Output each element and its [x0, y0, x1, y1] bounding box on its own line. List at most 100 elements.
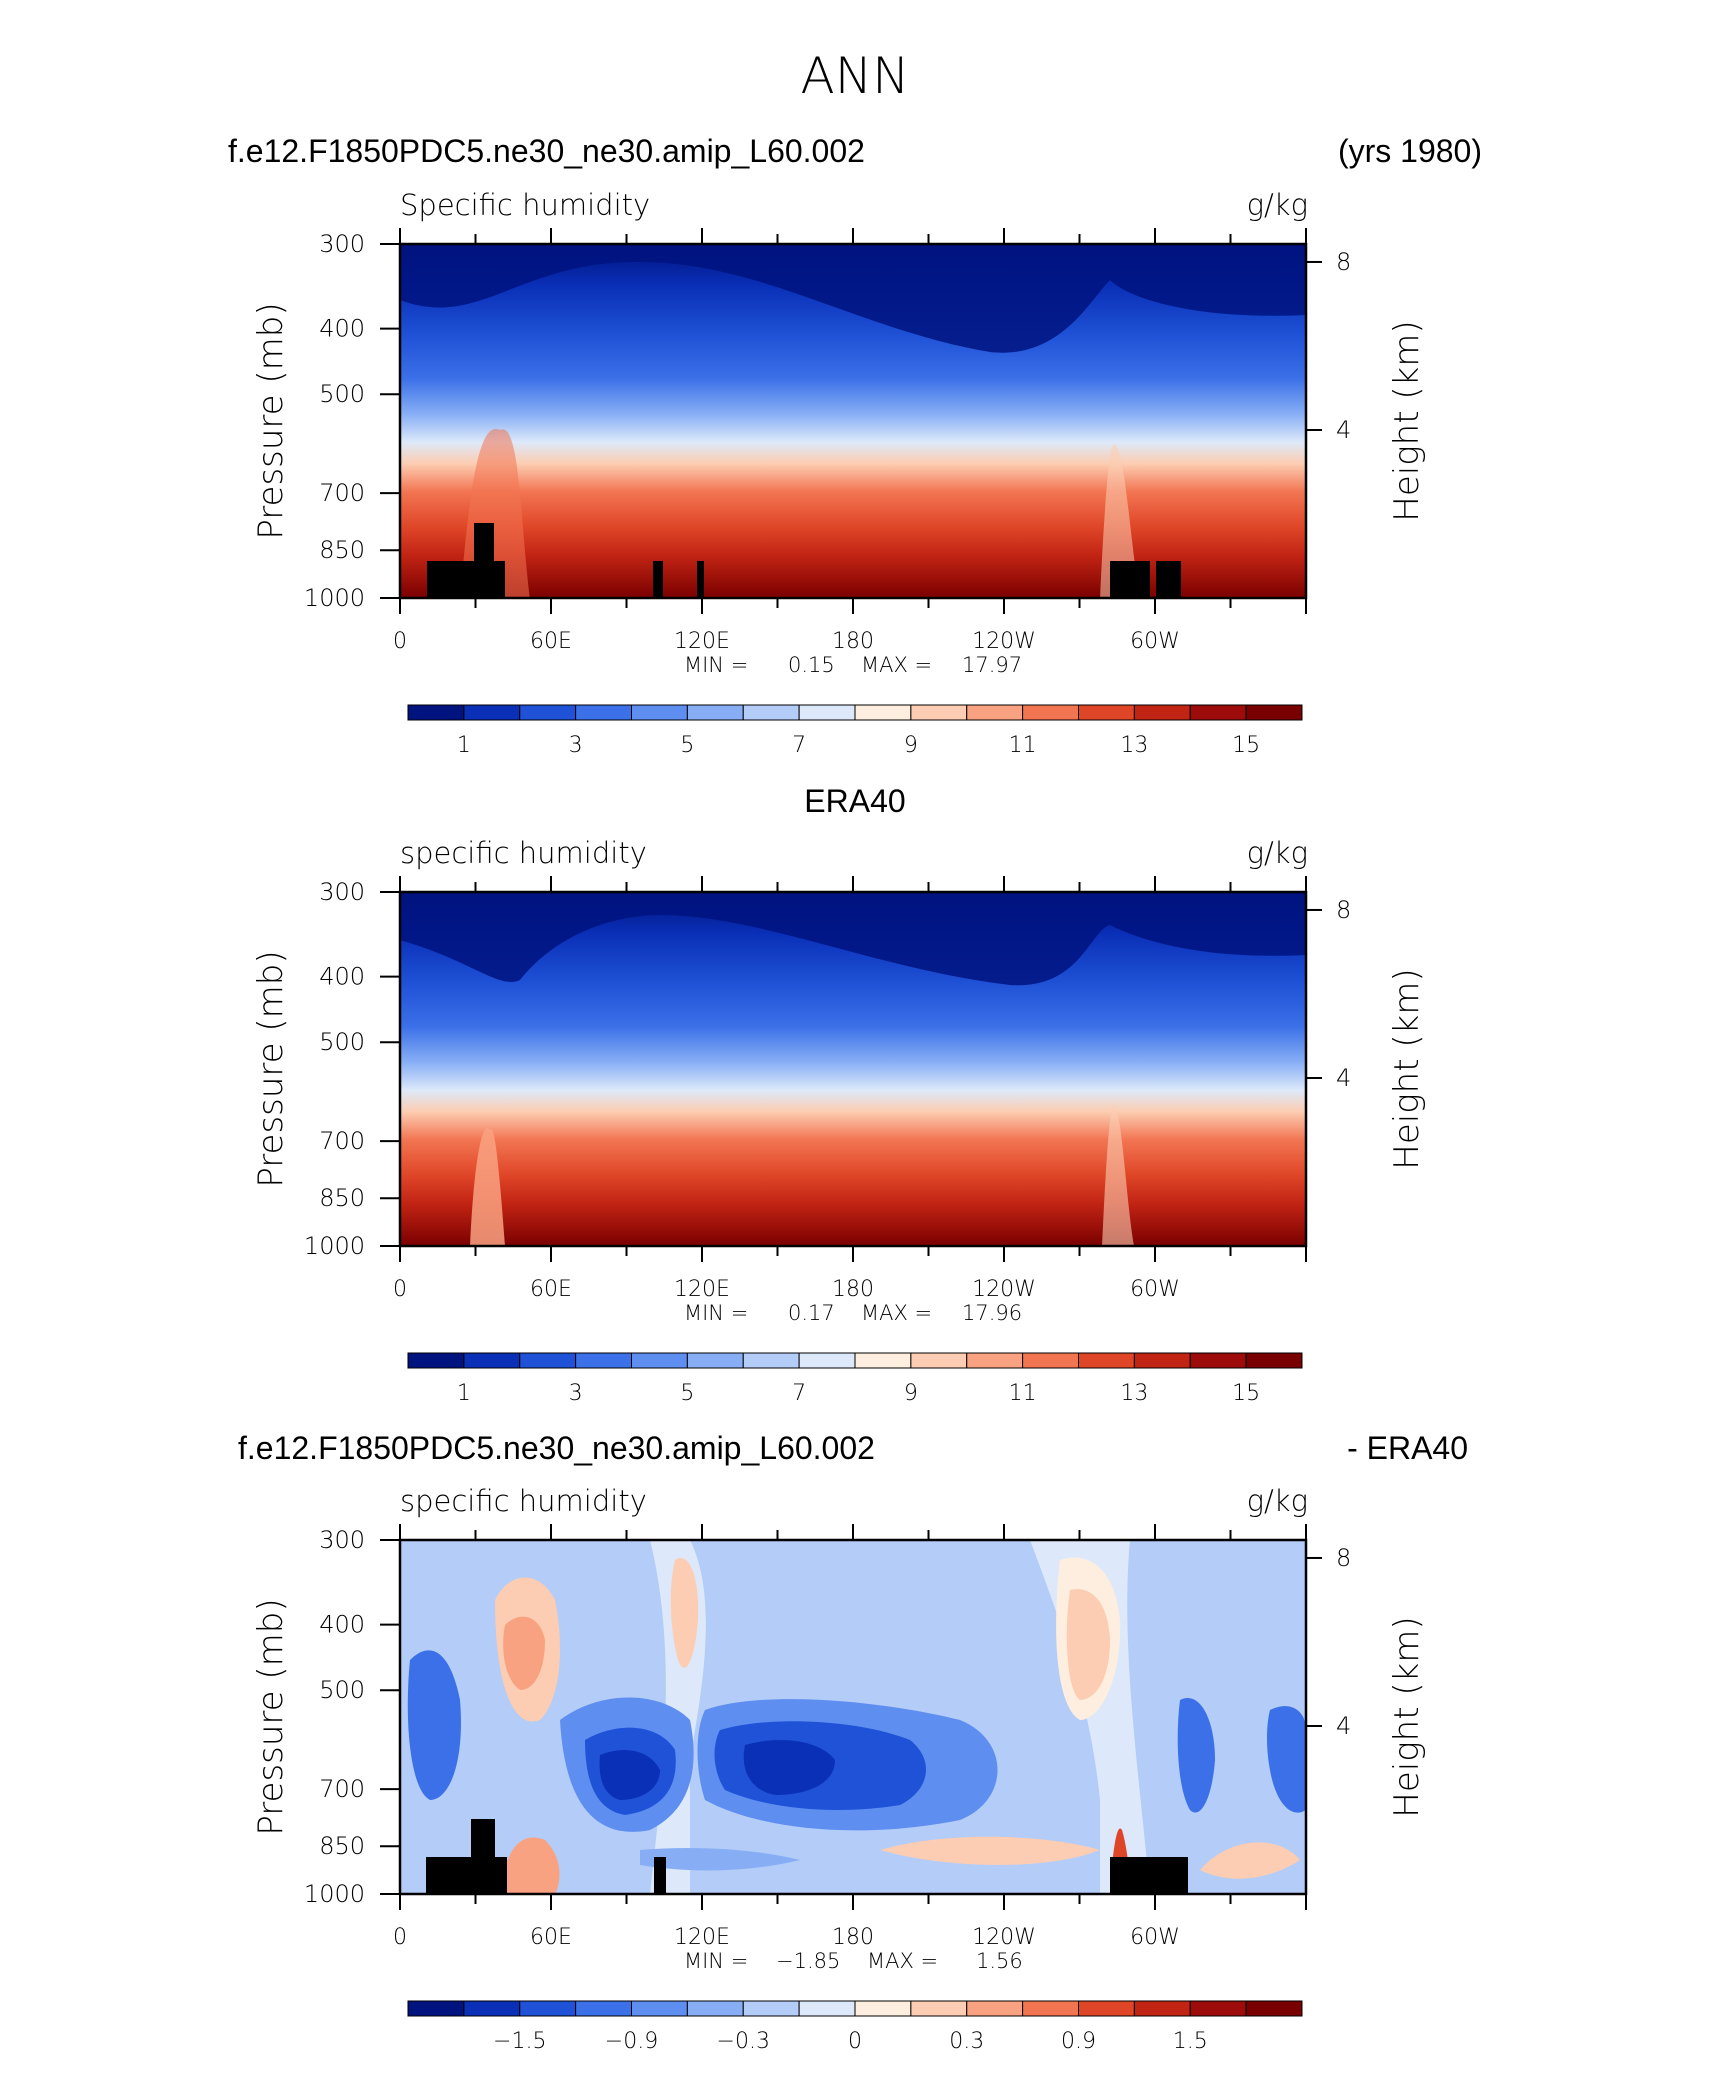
- panel-obs-colorbar-box: [463, 1352, 521, 1369]
- panel-obs-xtick-label: 60E: [530, 1277, 572, 1302]
- panel-model-colorbar-box: [798, 704, 856, 721]
- panel-model-xtick-label: 180: [832, 629, 874, 654]
- panel-diff-ytick-label: 300: [319, 1526, 365, 1554]
- panel-model-ytick-label: 400: [319, 315, 365, 343]
- panel-diff-min-label: MIN =: [684, 1949, 748, 1973]
- panel-model-ytick-right-label: 8: [1336, 248, 1351, 276]
- panel-diff-ytick-label: 400: [319, 1611, 365, 1639]
- panel-obs-colorbar-label: 7: [792, 1381, 806, 1406]
- panel-obs-colorbar-box: [1078, 1352, 1135, 1369]
- panel-model-dry-region: [400, 244, 1306, 353]
- panel-obs-colorbar-label: 5: [680, 1381, 694, 1406]
- panel-obs-xtick-label: 120W: [972, 1277, 1036, 1302]
- panel-model-colorbar: 1 3 5 7 9 11 13 15: [407, 704, 1303, 758]
- panel-obs-colorbar-label: 9: [904, 1381, 918, 1406]
- panel-diff-pos-2: [670, 1558, 699, 1668]
- panel-diff-colorbar-label: 0.3: [949, 2029, 984, 2054]
- panel-model-xtick-label: 120W: [972, 629, 1036, 654]
- panel-obs-ytick-label: 400: [319, 963, 365, 991]
- panel-diff: f.e12.F1850PDC5.ne30_ne30.amip_L60.002 -…: [238, 1430, 1468, 2054]
- panel-obs-colorbar-box: [854, 1352, 912, 1369]
- panel-obs-colorbar-label: 1: [457, 1381, 471, 1406]
- panel-obs-max-value: 17.96: [962, 1301, 1022, 1325]
- panel-obs-min-value: 0.17: [788, 1301, 835, 1325]
- panel-diff-colorbar-box: [686, 2000, 744, 2017]
- panel-diff-colorbar-box: [463, 2000, 521, 2017]
- panel-diff-colorbar-box: [1245, 2000, 1303, 2017]
- panel-model-colorbar-label: 5: [680, 733, 694, 758]
- panel-diff-axes: 0 60E 120E 180 120W 60W 300 400 500 700 850 1000 8 4: [304, 1524, 1351, 1950]
- panel-obs-ytick-right-label: 4: [1336, 1064, 1351, 1092]
- panel-obs-colorbar-label: 13: [1120, 1381, 1148, 1406]
- panel-obs-colorbar-box: [575, 1352, 632, 1369]
- panel-diff-max-value: 1.56: [976, 1949, 1023, 1973]
- panel-obs: ERA40 specific humidity g/kg 0 60E 120E 180…: [251, 783, 1427, 1406]
- panel-diff-neg-3-center: [743, 1740, 835, 1795]
- panel-model-colorbar-box: [1189, 704, 1247, 721]
- panel-obs-ridge-africa: [470, 1127, 505, 1246]
- figure-title: ANN: [800, 47, 909, 105]
- panel-diff-colorbar-label: −1.5: [493, 2029, 546, 2054]
- panel-obs-colorbar-box: [742, 1352, 800, 1369]
- panel-diff-colorbar-box: [742, 2000, 800, 2017]
- panel-obs-plot-area: [400, 892, 1306, 1246]
- panel-obs-colorbar-box: [1022, 1352, 1079, 1369]
- panel-diff-colorbar-box: [631, 2000, 688, 2017]
- panel-diff-xtick-label: 120E: [674, 1925, 730, 1950]
- panel-model-topography: [427, 523, 1181, 598]
- panel-model-units: g/kg: [1247, 188, 1308, 222]
- panel-model-colorbar-box: [966, 704, 1024, 721]
- panel-model-max-value: 17.97: [962, 653, 1022, 677]
- panel-model-header-right: (yrs 1980): [1338, 133, 1482, 169]
- panel-diff-ylabel-right: Height (km): [1387, 1616, 1427, 1817]
- panel-diff-colorbar-label: 0: [848, 2029, 862, 2054]
- panel-obs-colorbar: 1 3 5 7 9 11 13 15: [407, 1352, 1303, 1406]
- panel-model-title: Specific humidity: [400, 188, 650, 222]
- panel-model-axes: 0 60E 120E 180 120W 60W 300 400 500 700 850 1000 8 4: [304, 228, 1351, 654]
- panel-diff-colorbar-box: [1189, 2000, 1247, 2017]
- panel-obs-max-label: MAX =: [861, 1301, 932, 1325]
- panel-model-colorbar-box: [575, 704, 632, 721]
- panel-diff-xtick-label: 120W: [972, 1925, 1036, 1950]
- panel-obs-colorbar-label: 3: [569, 1381, 583, 1406]
- panel-obs-colorbar-box: [966, 1352, 1024, 1369]
- panel-diff-topography: [426, 1819, 1188, 1894]
- panel-model-colorbar-label: 13: [1120, 733, 1148, 758]
- panel-diff-xtick-label: 60W: [1130, 1925, 1180, 1950]
- panel-model-xtick-label: 120E: [674, 629, 730, 654]
- panel-diff-xtick-label: 0: [393, 1925, 407, 1950]
- panel-obs-ylabel: Pressure (mb): [251, 950, 291, 1187]
- panel-diff-colorbar-box: [1078, 2000, 1135, 2017]
- panel-model-colorbar-box: [519, 704, 577, 721]
- panel-obs-units: g/kg: [1247, 836, 1308, 870]
- panel-model-xtick-label: 60E: [530, 629, 572, 654]
- panel-model-colorbar-label: 15: [1232, 733, 1260, 758]
- panel-diff-pos-7: [500, 1837, 560, 1894]
- panel-model-colorbar-label: 7: [792, 733, 806, 758]
- panel-obs-xtick-label: 0: [393, 1277, 407, 1302]
- panel-obs-xtick-label: 180: [832, 1277, 874, 1302]
- panel-model-max-label: MAX =: [861, 653, 932, 677]
- panel-model-colorbar-label: 1: [457, 733, 471, 758]
- panel-diff-colorbar-label: −0.3: [717, 2029, 770, 2054]
- panel-obs-axes: 0 60E 120E 180 120W 60W 300 400 500 700 850 1000 8 4: [304, 876, 1351, 1302]
- panel-obs-xtick-label: 120E: [674, 1277, 730, 1302]
- panel-model-ytick-label: 850: [319, 536, 365, 564]
- panel-diff-colorbar-box: [966, 2000, 1024, 2017]
- panel-model-colorbar-label: 3: [569, 733, 583, 758]
- panel-diff-colorbar-box: [910, 2000, 968, 2017]
- panel-diff-ytick-label: 500: [319, 1676, 365, 1704]
- panel-model-colorbar-box: [631, 704, 688, 721]
- panel-obs-colorbar-label: 15: [1232, 1381, 1260, 1406]
- panel-obs-colorbar-box: [407, 1352, 465, 1369]
- panel-obs-ytick-label: 300: [319, 878, 365, 906]
- panel-diff-colorbar-label: −0.9: [605, 2029, 658, 2054]
- panel-model-xtick-label: 60W: [1130, 629, 1180, 654]
- panel-obs-colorbar-label: 11: [1009, 1381, 1037, 1406]
- panel-obs-min-label: MIN =: [684, 1301, 748, 1325]
- panel-diff-xtick-label: 60E: [530, 1925, 572, 1950]
- panel-diff-colorbar-label: 0.9: [1061, 2029, 1096, 2054]
- panel-diff-ytick-label: 1000: [304, 1880, 365, 1908]
- panel-model-colorbar-box: [742, 704, 800, 721]
